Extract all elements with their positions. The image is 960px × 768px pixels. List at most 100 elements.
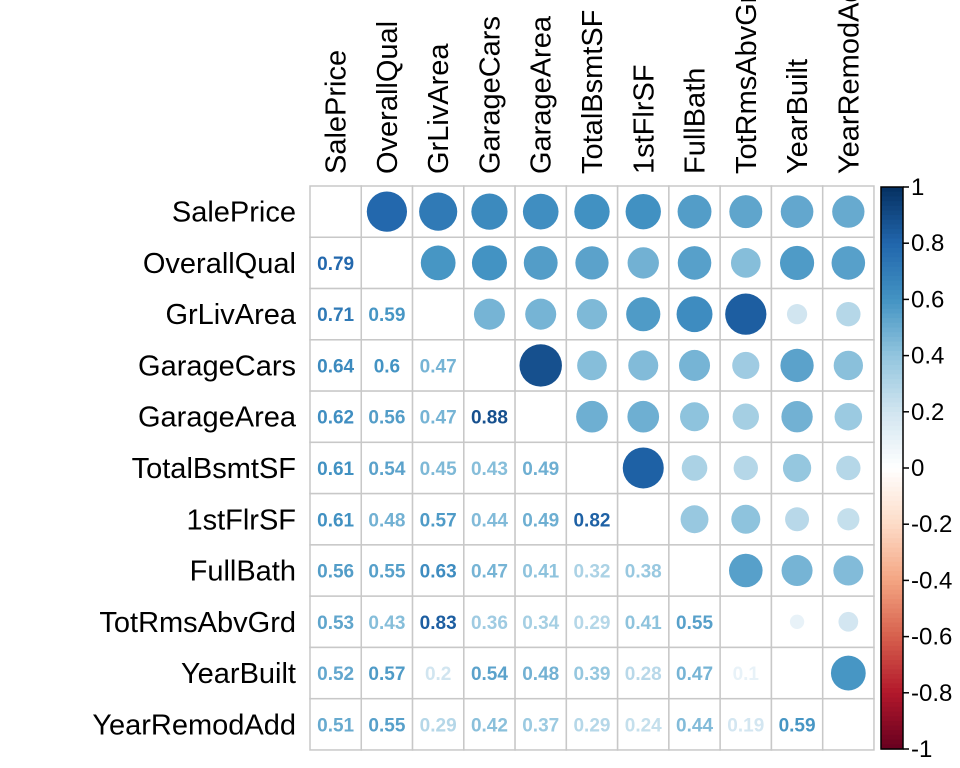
colorbar-segment (881, 566, 903, 572)
colorbar-segment (881, 645, 903, 652)
colorbar-segment (881, 613, 903, 619)
correlation-circle (419, 192, 458, 231)
correlation-circle (782, 453, 812, 483)
grid-cell (668, 595, 721, 649)
correlation-value: 0.59 (368, 305, 405, 326)
colorbar-segment (881, 463, 903, 469)
correlation-circle (680, 505, 709, 534)
correlation-value: 0.82 (573, 510, 610, 531)
correlation-circle (576, 298, 608, 330)
colorbar-segment (881, 580, 903, 586)
correlation-value: 0.42 (471, 715, 508, 736)
grid-cell (514, 236, 568, 290)
grid-cell (463, 339, 516, 392)
colorbar-segment (881, 739, 903, 745)
correlation-circle (732, 403, 759, 430)
colorbar-tick-label: 0 (911, 455, 924, 482)
correlation-value: 0.52 (317, 664, 354, 685)
grid-cell (616, 697, 670, 751)
colorbar-segment (881, 453, 903, 460)
colorbar-segment (881, 524, 903, 530)
colorbar-segment (881, 294, 903, 300)
correlation-value: 0.49 (522, 510, 559, 531)
colorbar-segment (881, 622, 903, 628)
column-label: GrLivArea (423, 43, 455, 174)
grid-cell (411, 441, 465, 495)
correlation-value: 0.57 (420, 510, 457, 531)
correlation-value: 0.45 (420, 459, 457, 480)
colorbar-segment (881, 355, 903, 361)
colorbar-segment (881, 364, 903, 371)
grid-cell (411, 544, 465, 597)
colorbar-segment (881, 533, 903, 539)
colorbar-segment (881, 397, 903, 404)
colorbar-segment (881, 650, 903, 656)
grid-cell (616, 492, 670, 546)
correlation-circle (729, 195, 763, 229)
correlation-value: 0.36 (471, 613, 508, 634)
colorbar-segment (881, 468, 903, 474)
column-label: YearBuilt (782, 59, 814, 174)
colorbar-segment (881, 290, 903, 296)
correlation-value: 0.34 (522, 613, 559, 634)
correlation-value: 0.44 (676, 715, 713, 736)
correlation-circle (627, 400, 660, 433)
colorbar-segment (881, 243, 903, 249)
correlation-circle (679, 349, 711, 381)
correlation-value: 0.55 (676, 613, 713, 634)
colorbar-segment (881, 482, 903, 488)
colorbar-segment (881, 744, 903, 750)
colorbar-tick-label: 0.2 (911, 399, 944, 426)
row-label: OverallQual (143, 248, 296, 280)
correlation-circle (786, 304, 808, 325)
correlation-value: 0.47 (676, 664, 713, 685)
colorbar-segment (881, 575, 903, 581)
colorbar-segment (881, 486, 903, 493)
grid-cell (309, 339, 363, 392)
colorbar-segment (881, 196, 903, 202)
grid-cell (463, 544, 516, 597)
grid-cell (565, 441, 619, 495)
colorbar-segment (881, 725, 903, 731)
colorbar-segment (881, 304, 903, 310)
colorbar-segment (881, 641, 903, 647)
colorbar-segment (881, 697, 903, 703)
colorbar-segment (881, 608, 903, 614)
grid-cell (668, 544, 721, 597)
grid-cell (565, 646, 619, 700)
grid-cell (309, 441, 363, 495)
correlation-value: 0.55 (368, 715, 405, 736)
grid-cell (463, 441, 516, 495)
colorbar-segment (881, 322, 903, 329)
colorbar-tick-label: 1 (911, 174, 924, 201)
row-label: GrLivArea (165, 299, 296, 331)
correlation-value: 0.48 (522, 664, 559, 685)
correlation-value: 0.41 (625, 613, 662, 634)
correlation-value: 0.29 (420, 715, 457, 736)
colorbar-segment (881, 538, 903, 544)
correlation-circle (622, 447, 664, 489)
colorbar-segment (881, 266, 903, 272)
correlation-value: 0.57 (368, 664, 405, 685)
grid-cell (360, 390, 414, 444)
grid-cell (309, 492, 363, 546)
colorbar-segment (881, 664, 903, 670)
correlation-circle (779, 245, 815, 280)
colorbar-segment (881, 205, 903, 212)
colorbar-segment (881, 519, 903, 525)
correlation-circle (628, 350, 659, 381)
correlation-circle (577, 350, 607, 381)
grid-cell (616, 544, 670, 597)
colorbar-segment (881, 402, 903, 408)
grid-cell (514, 697, 568, 751)
correlation-circle (366, 191, 408, 232)
colorbar-segment (881, 439, 903, 446)
colorbar-segment (881, 477, 903, 483)
correlation-value: 0.28 (625, 664, 662, 685)
row-label: YearBuilt (181, 658, 296, 690)
column-label: SalePrice (321, 50, 353, 174)
colorbar-segment (881, 224, 903, 230)
colorbar-segment (881, 449, 903, 455)
colorbar-segment (881, 547, 903, 553)
